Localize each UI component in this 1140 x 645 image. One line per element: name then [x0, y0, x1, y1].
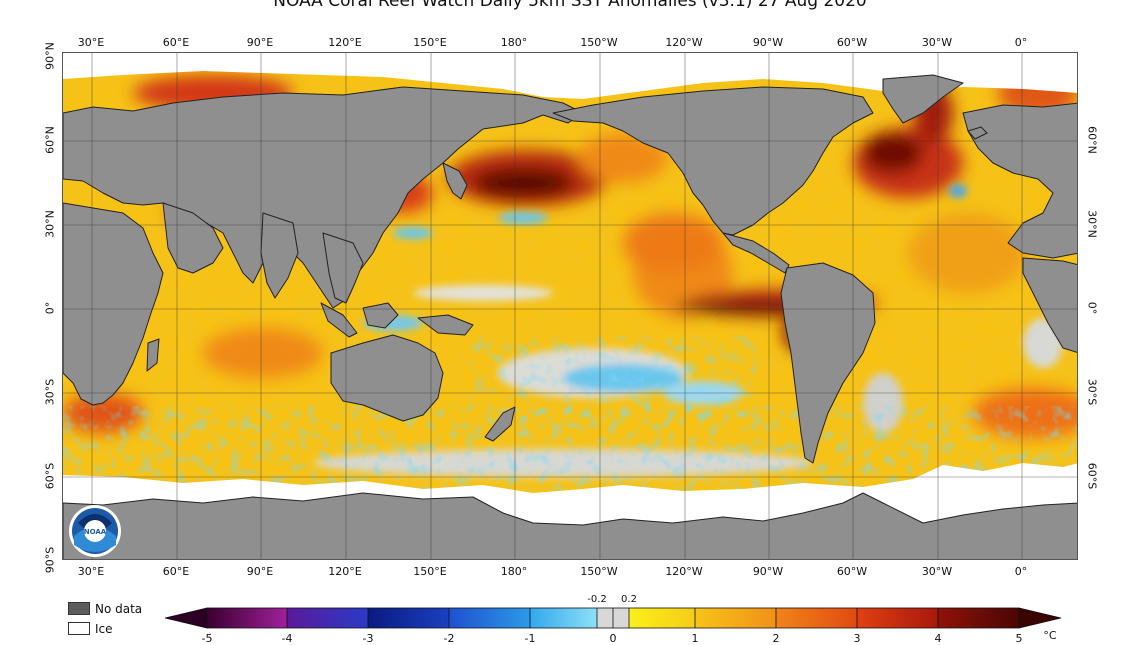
- lon-label: 90°E: [246, 565, 274, 578]
- lat-label: 0°: [43, 301, 57, 315]
- colorbar-segment: [530, 608, 597, 628]
- lon-label: 60°E: [162, 565, 190, 578]
- lon-label: 120°W: [665, 36, 703, 49]
- colorbar-segment: [938, 608, 1019, 628]
- colorbar-segment: [776, 608, 857, 628]
- colorbar-inner-label: 0.2: [621, 594, 637, 605]
- japan: [442, 162, 468, 200]
- colorbar-tick: 0: [609, 632, 617, 645]
- lat-label: 90°N: [43, 42, 57, 70]
- lon-label: 150°E: [413, 36, 447, 49]
- lon-label: 180°: [500, 565, 528, 578]
- colorbar-segment: [368, 608, 449, 628]
- logo-text: NOAA: [84, 528, 107, 536]
- colorbar-tick: -4: [281, 632, 293, 645]
- colorbar-tick: -1: [524, 632, 536, 645]
- central-america: [722, 232, 790, 274]
- colorbar-tick: -5: [201, 632, 213, 645]
- graticule: [63, 53, 1077, 559]
- north-america: [552, 86, 874, 236]
- sst-anomaly-map[interactable]: NOAA: [62, 52, 1078, 560]
- lat-label: 30°N: [1085, 210, 1099, 238]
- lon-label: 90°W: [752, 565, 784, 578]
- lon-label: 90°E: [246, 36, 274, 49]
- lon-label: 60°W: [836, 36, 868, 49]
- colorbar-svg: [165, 607, 1062, 629]
- madagascar: [146, 338, 160, 372]
- no-data-label: No data: [95, 602, 143, 616]
- lon-label: 180°: [500, 36, 528, 49]
- ice-swatch: [68, 622, 90, 635]
- map-title: NOAA Coral Reef Watch Daily 5km SST Anom…: [273, 0, 867, 11]
- colorbar-segment: [695, 608, 776, 628]
- lat-label: 60°N: [43, 126, 57, 154]
- colorbar-segment: [287, 608, 368, 628]
- lon-label: 30°E: [77, 565, 105, 578]
- new-zealand: [484, 406, 516, 442]
- colorbar-segment: [629, 608, 695, 628]
- lat-label: 60°N: [1085, 126, 1099, 154]
- indochina: [322, 232, 364, 304]
- australia: [330, 334, 444, 422]
- greenland: [882, 74, 964, 124]
- africa: [63, 202, 164, 406]
- lon-label: 0°: [1014, 36, 1028, 49]
- colorbar-tick: 5: [1015, 632, 1023, 645]
- colorbar-segment: [207, 608, 287, 628]
- colorbar-tick: -2: [443, 632, 455, 645]
- lon-label: 150°W: [580, 36, 618, 49]
- antarctica: [63, 492, 1077, 559]
- colorbar-tick: 4: [934, 632, 942, 645]
- colorbar-max-arrow: [1018, 607, 1062, 629]
- lat-label: 60°S: [43, 462, 57, 490]
- lat-label: 90°S: [43, 546, 57, 574]
- south-america: [780, 262, 876, 464]
- west-africa-right: [1022, 257, 1077, 353]
- iceland: [967, 126, 988, 140]
- arabia: [162, 202, 224, 274]
- europe-right: [962, 102, 1077, 259]
- lon-label: 150°W: [580, 565, 618, 578]
- colorbar-inner-label: -0.2: [587, 594, 607, 605]
- no-data-swatch: [68, 602, 90, 615]
- lon-label: 0°: [1014, 565, 1028, 578]
- lat-label: 0°: [1085, 301, 1099, 315]
- colorbar-segment: [449, 608, 530, 628]
- land-layer: [63, 74, 1077, 559]
- colorbar-tick: 1: [691, 632, 699, 645]
- lon-label: 120°W: [665, 565, 703, 578]
- new-guinea: [417, 314, 474, 336]
- lon-label: 90°W: [752, 36, 784, 49]
- colorbar-unit: °C: [1043, 629, 1057, 642]
- lat-label: 60°S: [1085, 462, 1099, 490]
- colorbar-tick: 3: [853, 632, 861, 645]
- noaa-logo: NOAA: [69, 505, 121, 557]
- lon-label: 30°W: [921, 36, 953, 49]
- ice-label: Ice: [95, 622, 113, 636]
- lat-label: 30°S: [43, 378, 57, 406]
- colorbar-tick: -3: [362, 632, 374, 645]
- colorbar-segment: [857, 608, 938, 628]
- lon-label: 120°E: [328, 36, 362, 49]
- lon-label: 150°E: [413, 565, 447, 578]
- sumatra: [320, 302, 358, 338]
- lon-label: 60°E: [162, 36, 190, 49]
- lon-label: 30°W: [921, 565, 953, 578]
- lat-label: 30°N: [43, 210, 57, 238]
- lat-label: 30°S: [1085, 378, 1099, 406]
- lon-label: 30°E: [77, 36, 105, 49]
- lon-label: 120°E: [328, 565, 362, 578]
- colorbar-tick: 2: [772, 632, 780, 645]
- india: [260, 212, 299, 299]
- lon-label: 60°W: [836, 565, 868, 578]
- colorbar-min-arrow: [165, 607, 208, 629]
